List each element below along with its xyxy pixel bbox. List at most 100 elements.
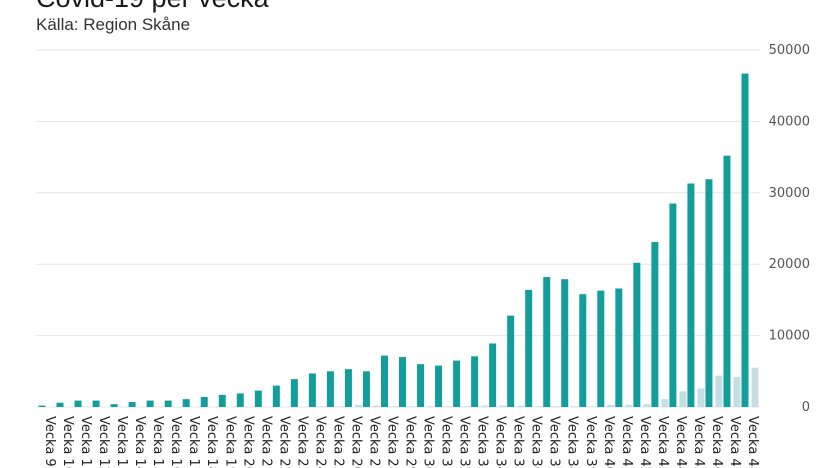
chart-source: Källa: Region Skåne	[36, 15, 191, 34]
x-tick-label: Vecka 10	[60, 416, 75, 468]
bar-primary	[110, 404, 118, 407]
x-tick-label: Vecka 28	[384, 416, 399, 468]
bar-secondary	[318, 406, 326, 407]
x-tick-label: Vecka 21	[258, 416, 273, 468]
bar-primary	[74, 400, 82, 407]
bar-primary	[236, 393, 244, 407]
bar-primary	[507, 315, 515, 407]
bar-primary	[344, 369, 352, 407]
bar-primary	[218, 394, 226, 407]
x-tick-label: Vecka 18	[204, 416, 219, 468]
bar-primary	[164, 400, 172, 407]
bar-secondary	[625, 404, 633, 407]
bar-secondary	[607, 404, 615, 407]
bar-primary	[561, 279, 569, 407]
x-tick-label: Vecka 41	[619, 416, 634, 468]
x-tick-label: Vecka 12	[96, 416, 111, 468]
y-tick-label: 20000	[769, 257, 810, 272]
x-tick-label: Vecka 26	[348, 416, 363, 468]
bar-primary	[471, 356, 479, 407]
y-tick-label: 30000	[769, 186, 810, 201]
bars	[38, 73, 759, 407]
bar-secondary	[643, 404, 651, 407]
bar-primary	[272, 385, 280, 407]
bar-primary	[687, 183, 695, 407]
bar-primary	[579, 294, 587, 407]
x-tick-label: Vecka 30	[421, 416, 436, 468]
bar-primary	[38, 405, 46, 407]
x-tick-label: Vecka 20	[240, 416, 255, 468]
bar-primary	[290, 379, 298, 407]
bar-secondary	[354, 404, 362, 407]
bar-secondary	[535, 406, 543, 407]
bar-primary	[705, 179, 713, 407]
bar-secondary	[427, 406, 435, 407]
x-tick-label: Vecka 16	[168, 416, 183, 468]
y-tick-label: 0	[802, 400, 810, 415]
bar-primary	[128, 402, 136, 407]
x-tick-label: Vecka 15	[150, 416, 165, 468]
x-tick-label: Vecka 34	[493, 416, 508, 468]
bar-secondary	[517, 405, 525, 407]
x-tick-label: Vecka 19	[222, 416, 237, 468]
x-tick-label: Vecka 14	[132, 416, 147, 468]
x-tick-label: Vecka 13	[114, 416, 129, 468]
bar-primary	[146, 400, 154, 407]
x-tick-label: Vecka 17	[186, 416, 201, 468]
bar-primary	[326, 371, 334, 407]
bar-secondary	[571, 406, 579, 407]
bar-secondary	[661, 399, 669, 407]
bar-primary	[56, 402, 64, 407]
bar-primary	[380, 355, 388, 407]
x-tick-label: Vecka 43	[655, 416, 670, 468]
x-tick-label: Vecka 45	[691, 416, 706, 468]
y-tick-label: 40000	[769, 114, 810, 129]
bar-primary	[723, 155, 731, 407]
bar-secondary	[589, 406, 597, 407]
x-tick-label: Vecka 32	[457, 416, 472, 468]
x-tick-label: Vecka 27	[366, 416, 381, 468]
bar-primary	[182, 399, 190, 407]
bar-secondary	[499, 405, 507, 407]
x-tick-label: Vecka 46	[709, 416, 724, 468]
bar-secondary	[372, 405, 380, 407]
bar-primary	[92, 400, 100, 407]
bar-primary	[615, 288, 623, 407]
x-tick-label: Vecka 38	[565, 416, 580, 468]
bar-primary	[741, 73, 749, 407]
bar-secondary	[481, 405, 489, 407]
chart-title: Covid-19 per vecka	[36, 0, 269, 14]
x-tick-label: Vecka 25	[330, 416, 345, 468]
x-tick-label: Vecka 40	[601, 416, 616, 468]
x-tick-label: Vecka 37	[547, 416, 562, 468]
bar-primary	[453, 360, 461, 407]
x-axis: Vecka 9 Vecka 10 Vecka 11 Vecka 12 Vecka 13 V…	[42, 416, 760, 468]
bar-primary	[543, 277, 551, 407]
y-axis: 0 10000 20000 30000 40000 50000	[769, 43, 810, 415]
bar-primary	[597, 290, 605, 407]
x-tick-label: Vecka 35	[511, 416, 526, 468]
bar-secondary	[553, 406, 561, 407]
x-tick-label: Vecka 33	[475, 416, 490, 468]
bar-secondary	[751, 367, 759, 407]
x-tick-label: Vecka 22	[276, 416, 291, 468]
bar-primary	[399, 357, 407, 407]
bar-secondary	[390, 406, 398, 407]
bar-secondary	[336, 406, 344, 407]
x-tick-label: Vecka 36	[529, 416, 544, 468]
bar-secondary	[445, 406, 453, 407]
y-tick-label: 10000	[769, 329, 810, 344]
x-tick-label: Vecka 42	[637, 416, 652, 468]
bar-primary	[669, 203, 677, 407]
bar-secondary	[463, 406, 471, 407]
bar-primary	[417, 364, 425, 407]
x-tick-label: Vecka 39	[583, 416, 598, 468]
bar-primary	[525, 289, 533, 407]
x-tick-label: Vecka 24	[312, 416, 327, 468]
bar-primary	[200, 397, 208, 407]
bar-secondary	[697, 388, 705, 407]
bar-primary	[489, 343, 497, 407]
bar-secondary	[409, 406, 417, 407]
x-tick-label: Vecka 31	[439, 416, 454, 468]
